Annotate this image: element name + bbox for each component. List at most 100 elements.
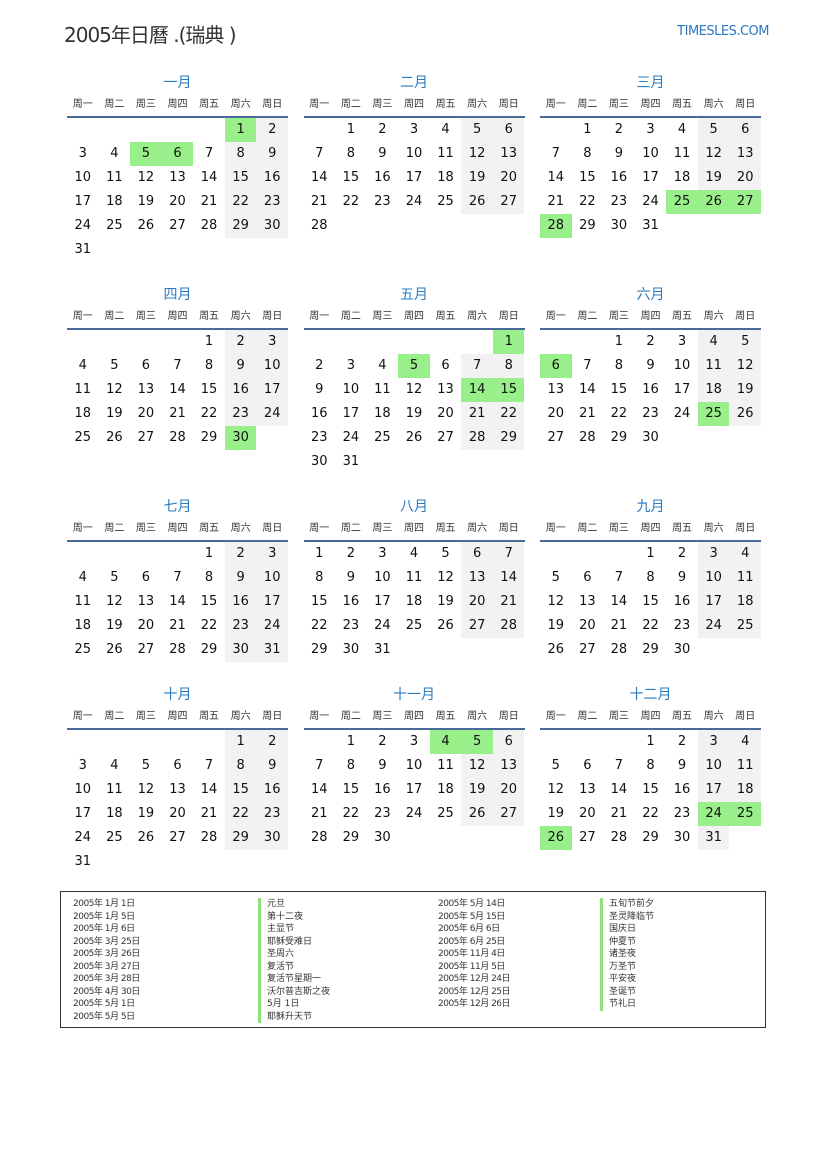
day-cell: 21 [547, 194, 565, 209]
weekday-label: 周五 [435, 523, 456, 534]
empty-cell [367, 330, 399, 354]
month-title: 二月 [400, 75, 428, 91]
month-title: 三月 [636, 75, 665, 91]
day-cell: 25 [74, 430, 92, 445]
day-cell: 5 [729, 330, 761, 354]
month-row: 四月 周一 周二 周三 周四 周五 周六 周日 1 2 3 4 5 6 7 8 9 10 11 12 13 14 15 16 1… [67, 284, 761, 474]
day-grid: 1 2 3 4 5 6 7 8 9 10 11 12 13 14 15 16 17 18 19 20 21 22 23 24 2… [304, 330, 525, 474]
day-cell: 26 [137, 830, 155, 845]
day-cell: 3 [346, 358, 355, 373]
weekday-label: 周二 [340, 523, 361, 534]
day-cell: 27 [461, 614, 493, 638]
month-title: 十一月 [393, 687, 435, 703]
day-cell: 24 [74, 830, 92, 845]
day-cell: 30 [256, 214, 288, 238]
day-cell: 31 [74, 854, 92, 869]
day-cell: 16 [224, 378, 257, 402]
day-cell: 4 [677, 122, 687, 137]
empty-cell [162, 118, 194, 142]
holiday-day-cell: 1 [492, 330, 525, 354]
day-cell: 3 [646, 122, 655, 137]
holiday-day-cell: 1 [224, 118, 257, 142]
day-cell: 5 [441, 546, 450, 561]
day-cell: 17 [256, 590, 288, 614]
empty-cell [572, 730, 604, 754]
day-cell: 6 [492, 118, 525, 142]
holiday-day-cell: 25 [729, 802, 761, 826]
day-cell: 9 [224, 354, 257, 378]
day-cell: 13 [437, 382, 454, 397]
day-cell: 15 [579, 170, 596, 185]
day-cell: 12 [405, 382, 423, 397]
holiday-name: 耶稣受难日 [258, 935, 312, 948]
day-cell: 24 [405, 194, 423, 209]
day-grid: 1 2 3 4 5 6 7 8 9 10 11 12 13 14 15 16 17 18 19 20 21 22 23 24 2… [540, 330, 761, 450]
day-cell: 7 [614, 570, 624, 585]
weekday-label: 周日 [498, 99, 519, 110]
weekday-label: 周六 [467, 99, 488, 110]
weekday-label: 周六 [703, 711, 724, 722]
holiday-date: 2005年 11月 4日 [438, 949, 505, 959]
empty-cell [193, 118, 225, 142]
holiday-date: 2005年 12月 25日 [438, 986, 511, 997]
day-cell: 8 [346, 758, 355, 773]
day-cell: 31 [374, 642, 391, 657]
day-cell: 29 [224, 826, 257, 850]
weekday-header: 周一 周二 周三 周四 周五 周六 周日 [540, 518, 761, 542]
weekday-label: 周五 [435, 99, 456, 110]
day-cell: 6 [441, 358, 450, 373]
day-cell: 24 [256, 614, 288, 638]
day-cell: 28 [200, 218, 218, 233]
day-cell: 1 [646, 546, 655, 561]
holiday-date: 2005年 3月 26日 [73, 949, 140, 959]
day-cell: 12 [729, 354, 761, 378]
holiday-date: 2005年 1月 5日 [73, 911, 135, 922]
day-cell: 19 [106, 406, 123, 421]
weekday-label: 周四 [640, 99, 661, 110]
holiday-date: 2005年 1月 1日 [73, 899, 135, 909]
weekday-label: 周日 [498, 311, 519, 322]
weekday-label: 周一 [309, 311, 330, 322]
month-row: 七月 周一 周二 周三 周四 周五 周六 周日 1 2 3 4 5 6 7 8 9 10 11 12 13 14 15 16 1… [67, 496, 761, 662]
day-cell: 21 [169, 618, 186, 633]
site-logo[interactable]: TIMESLES.COM [677, 24, 769, 39]
day-cell: 12 [547, 782, 565, 797]
day-cell: 27 [579, 642, 596, 657]
day-cell: 30 [642, 430, 659, 445]
weekday-label: 周日 [735, 523, 756, 534]
empty-cell [540, 330, 572, 354]
day-grid: 1 2 3 4 5 6 7 8 9 10 11 12 13 14 15 16 17 18 19 20 21 22 23 24 2… [67, 330, 288, 450]
day-cell: 12 [697, 142, 730, 166]
empty-cell [304, 330, 336, 354]
day-cell: 16 [673, 594, 691, 609]
day-cell: 24 [256, 402, 288, 426]
day-cell: 27 [437, 430, 454, 445]
weekday-label: 周六 [703, 311, 724, 322]
day-cell: 17 [673, 382, 691, 397]
day-cell: 31 [642, 218, 659, 233]
day-cell: 4 [441, 122, 450, 137]
day-cell: 4 [110, 146, 119, 161]
day-cell: 11 [74, 382, 92, 397]
day-cell: 15 [610, 382, 628, 397]
day-cell: 28 [610, 830, 628, 845]
weekday-header: 周一 周二 周三 周四 周五 周六 周日 [67, 518, 288, 542]
day-cell: 30 [673, 642, 691, 657]
day-cell: 1 [646, 734, 655, 749]
day-grid: 1 2 3 4 5 6 7 8 9 10 11 12 13 14 15 16 17 18 19 20 21 22 23 24 2… [304, 118, 525, 238]
empty-cell [398, 330, 430, 354]
holiday-day-cell: 5 [398, 354, 430, 378]
weekday-label: 周日 [735, 711, 756, 722]
day-cell: 5 [110, 570, 119, 585]
day-cell: 10 [74, 170, 92, 185]
day-cell: 28 [492, 614, 525, 638]
day-cell: 20 [492, 778, 525, 802]
day-cell: 19 [137, 194, 155, 209]
day-cell: 23 [673, 806, 691, 821]
empty-cell [162, 542, 194, 566]
weekday-label: 周六 [467, 311, 488, 322]
holiday-date: 2005年 5月 5日 [73, 1011, 135, 1022]
day-cell: 21 [610, 618, 628, 633]
day-cell: 26 [547, 642, 565, 657]
day-cell: 16 [342, 594, 360, 609]
